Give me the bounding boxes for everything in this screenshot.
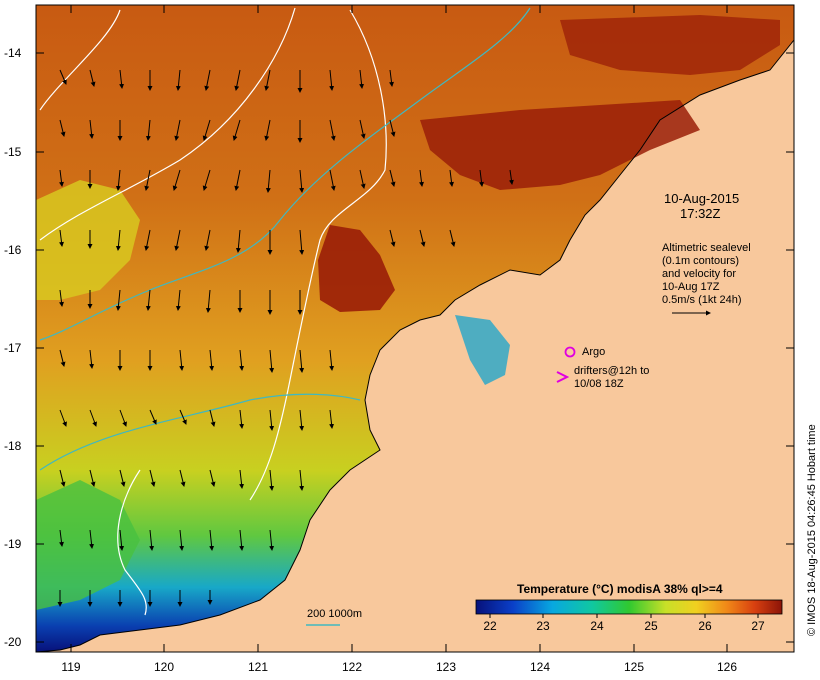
altimetry-note: (0.1m contours) — [662, 255, 740, 267]
cool-patch-west — [36, 180, 140, 300]
warm-core-patch — [318, 225, 395, 312]
lon-label: 121 — [247, 660, 269, 674]
lat-label: -18 — [4, 439, 22, 453]
warm-patch-northeast — [560, 15, 780, 75]
lon-label: 119 — [61, 660, 81, 674]
bathymetry-label: 200 1000m — [307, 608, 363, 620]
lat-label: -17 — [4, 341, 22, 355]
axis-ticks — [36, 5, 794, 652]
lon-label: 120 — [153, 660, 175, 674]
colorbar-tick-label: 24 — [590, 619, 604, 633]
lat-label: -15 — [4, 145, 22, 159]
lat-label: -14 — [4, 46, 22, 60]
argo-symbol — [564, 346, 576, 358]
lon-label: 122 — [341, 660, 363, 674]
colorbar — [475, 599, 783, 615]
colorbar-ticks — [489, 614, 759, 618]
colorbar-title: Temperature (°C) modisA 38% ql>=4 — [517, 582, 723, 596]
colorbar-tick-label: 26 — [698, 619, 712, 633]
lon-label: 123 — [435, 660, 457, 674]
lon-label: 125 — [623, 660, 645, 674]
coastline — [35, 39, 795, 653]
velocity-scale-label: 0.5m/s (1kt 24h) — [662, 294, 742, 306]
colorbar-tick-label: 27 — [751, 619, 765, 633]
altimetry-note: 10-Aug 17Z — [662, 281, 720, 293]
image-time: 17:32Z — [680, 206, 721, 221]
drifter-symbol — [556, 371, 570, 383]
drifters-label: 10/08 18Z — [574, 378, 624, 390]
warm-patch-north — [420, 100, 700, 190]
lat-label: -16 — [4, 243, 22, 257]
colorbar-tick-label: 23 — [536, 619, 550, 633]
bathymetry-contour — [39, 7, 531, 471]
credit-text: © IMOS 18-Aug-2015 04:26:45 Hobart time — [806, 424, 818, 636]
velocity-arrows — [57, 69, 514, 607]
cool-patch-southwest — [36, 480, 140, 610]
lon-label: 126 — [716, 660, 738, 674]
plot-frame — [35, 4, 795, 653]
sealevel-contours — [39, 7, 387, 616]
cool-patch-bay — [455, 315, 510, 385]
lat-label: -20 — [4, 635, 22, 649]
lat-label: -19 — [4, 537, 22, 551]
argo-label: Argo — [582, 346, 606, 358]
colorbar-tick-label: 25 — [644, 619, 658, 633]
altimetry-note: and velocity for — [662, 268, 736, 280]
drifters-label: drifters@12h to — [574, 365, 650, 377]
altimetry-note: Altimetric sealevel — [662, 242, 751, 254]
image-date: 10-Aug-2015 — [664, 191, 740, 206]
colorbar-tick-label: 22 — [483, 619, 497, 633]
lon-label: 124 — [529, 660, 551, 674]
